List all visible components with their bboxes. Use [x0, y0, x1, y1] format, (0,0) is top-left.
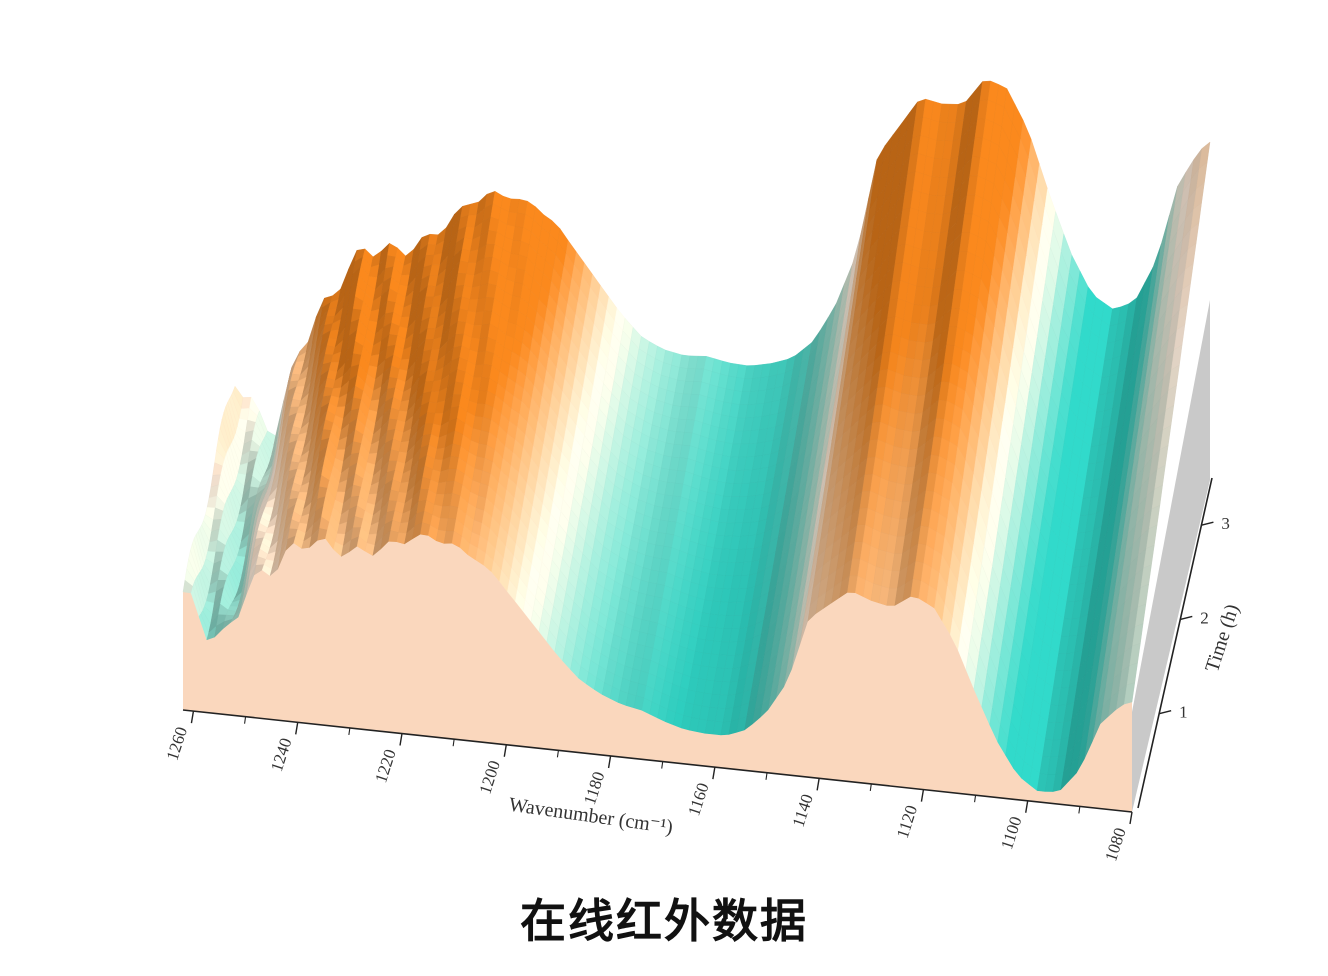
- x-minor-tick: [452, 739, 455, 747]
- x-minor-tick: [1078, 806, 1081, 814]
- x-minor-tick: [869, 783, 872, 792]
- x-tick-label: 1160: [684, 781, 712, 819]
- y-axis-line: [1137, 477, 1213, 809]
- x-minor-tick: [661, 761, 664, 769]
- x-tick-label: 1220: [371, 747, 400, 785]
- x-tick-mark: [816, 778, 820, 791]
- x-tick-label: 1140: [789, 792, 817, 830]
- x-tick-mark: [295, 722, 299, 735]
- side-wall: [1132, 300, 1210, 812]
- x-minor-tick: [765, 772, 768, 780]
- x-tick-mark: [712, 767, 716, 780]
- y-tick-mark: [1180, 615, 1193, 621]
- figure-caption: 在线红外数据: [520, 894, 808, 948]
- x-tick-label: 1100: [997, 814, 1025, 852]
- front-face-profile: [183, 534, 1132, 812]
- x-tick-mark: [190, 711, 195, 724]
- chart-svg: 1260 1240 1220 1200 1180 1160 1140 1120 1100 1080…: [163, 80, 1244, 864]
- x-tick-label: 1120: [893, 803, 921, 841]
- x-tick-mark: [1129, 811, 1133, 825]
- x-minor-tick: [556, 750, 559, 758]
- x-tick-label: 1260: [163, 724, 192, 762]
- x-tick-mark: [503, 744, 507, 757]
- y-tick-mark: [1158, 710, 1172, 715]
- x-minor-tick: [974, 795, 977, 803]
- x-minor-tick: [244, 716, 247, 724]
- y-tick-label: 1: [1179, 703, 1188, 722]
- x-axis-line: [182, 709, 1133, 813]
- x-tick-label: 1180: [580, 769, 608, 807]
- x-tick-mark: [920, 789, 925, 802]
- y-tick-label: 3: [1221, 514, 1230, 533]
- x-minor-tick: [348, 727, 351, 736]
- ir-surface-chart: 1260 1240 1220 1200 1180 1160 1140 1120 1100 1080…: [163, 80, 1244, 864]
- y-ticks: 1 2 3: [1158, 514, 1230, 722]
- x-tick-label: 1080: [1101, 825, 1130, 863]
- y-tick-label: 2: [1200, 608, 1209, 627]
- front-face: [183, 534, 1132, 812]
- back-wall: [1132, 300, 1210, 812]
- x-tick-label: 1240: [267, 736, 296, 774]
- x-tick-mark: [1025, 800, 1029, 813]
- surface: [182, 80, 1211, 793]
- x-tick-mark: [399, 733, 403, 746]
- x-tick-mark: [607, 755, 612, 769]
- y-tick-mark: [1201, 521, 1214, 526]
- x-tick-label: 1200: [476, 758, 505, 796]
- axes: [182, 477, 1213, 813]
